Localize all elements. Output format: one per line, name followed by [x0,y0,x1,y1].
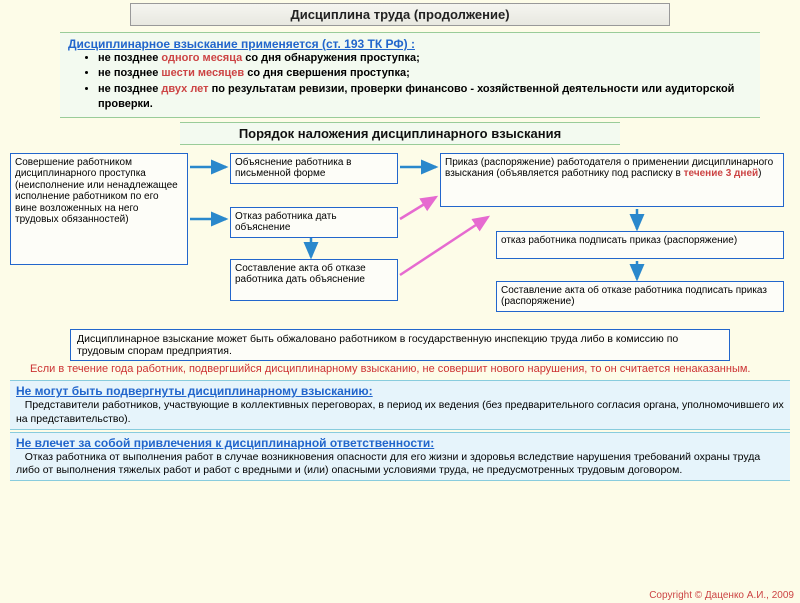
flow-box-b4: Составление акта об отказе работника дат… [230,259,398,301]
flow-box-b1: Совершение работником дисциплинарного пр… [10,153,188,265]
section2b-body: Отказ работника от выполнения работ в сл… [16,451,760,476]
section2b-title: Не влечет за собой привлечения к дисципл… [16,436,434,450]
section1-item: не позднее одного месяца со дня обнаруже… [98,51,752,66]
flow-box-b3: Отказ работника дать объяснение [230,207,398,238]
flow-box-b2: Объяснение работника в письменной форме [230,153,398,184]
flowchart: Совершение работником дисциплинарного пр… [8,149,792,327]
penalty-applied-section: Дисциплинарное взыскание применяется (ст… [60,32,760,118]
section1-item: не позднее шести месяцев со дня свершени… [98,66,752,81]
flow-box-b6: отказ работника подписать приказ (распор… [496,231,784,259]
section1-heading: Дисциплинарное взыскание применяется (ст… [68,37,752,51]
procedure-subtitle: Порядок наложения дисциплинарного взыска… [180,122,620,145]
year-note: Если в течение года работник, подвергший… [30,363,770,377]
cannot-be-penalized: Не могут быть подвергнуты дисциплинарном… [10,380,790,429]
copyright: Copyright © Даценко А.И., 2009 [649,590,794,601]
page-title: Дисциплина труда (продолжение) [130,3,670,26]
flow-box-b7: Составление акта об отказе работника под… [496,281,784,312]
flow-box-b5: Приказ (распоряжение) работодателя о при… [440,153,784,207]
section2a-body: Представители работников, участвующие в … [16,399,784,424]
no-liability: Не влечет за собой привлечения к дисципл… [10,432,790,481]
section1-item: не позднее двух лет по результатам ревиз… [98,82,752,113]
section2a-title: Не могут быть подвергнуты дисциплинарном… [16,384,373,398]
section1-list: не позднее одного месяца со дня обнаруже… [98,51,752,113]
appeal-box: Дисциплинарное взыскание может быть обжа… [70,329,730,361]
